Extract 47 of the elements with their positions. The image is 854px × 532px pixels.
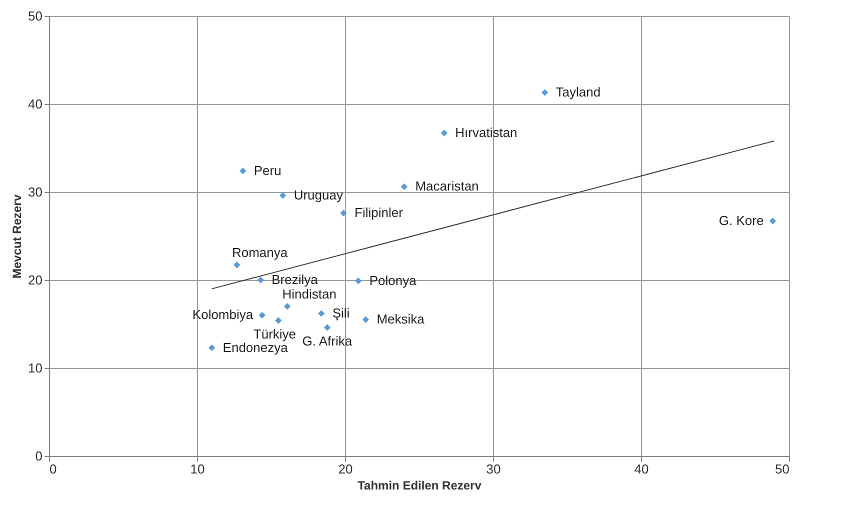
x-tick-label: 10 <box>190 462 205 476</box>
point <box>362 316 370 323</box>
annotation: Uruguay <box>294 188 344 203</box>
point <box>318 310 325 317</box>
annotation: Polonya <box>369 272 418 288</box>
y-tick-label: 30 <box>28 184 42 200</box>
point <box>258 312 266 319</box>
y-tick-label: 50 <box>28 8 42 24</box>
annotation: Kolombiya <box>192 307 254 322</box>
annotation: Filipinler <box>354 205 404 220</box>
point <box>354 278 362 284</box>
point <box>257 276 264 284</box>
x-axis-title: Tahmin Edilen Rezerv <box>358 478 482 492</box>
annotation: G. Kore <box>718 213 764 228</box>
annotation: Hindistan <box>282 286 336 302</box>
point <box>279 192 286 199</box>
point <box>340 210 347 216</box>
point <box>440 130 448 136</box>
point <box>208 344 216 352</box>
x-tick-label: 40 <box>634 462 649 476</box>
y-tick-label: 20 <box>28 272 42 288</box>
point <box>400 183 408 190</box>
annotation: Peru <box>254 162 282 178</box>
point <box>324 324 331 331</box>
y-axis-title: Mevcut Rezerv <box>10 194 24 279</box>
point <box>234 262 240 268</box>
point <box>541 89 548 96</box>
point <box>284 303 291 310</box>
x-tick-label: 50 <box>775 462 790 476</box>
annotation: Tayland <box>556 84 601 100</box>
annotation: Hırvatistan <box>455 125 518 140</box>
annotation: Şili <box>332 305 350 320</box>
x-tick-label: 0 <box>50 462 57 476</box>
y-tick-label: 10 <box>28 360 42 376</box>
annotation: Türkiye <box>253 326 296 342</box>
point <box>275 317 282 324</box>
annotation: Romanya <box>232 245 288 260</box>
annotation: Meksika <box>376 312 426 327</box>
x-tick-label: 30 <box>486 462 501 476</box>
annotation: Brezilya <box>272 272 319 287</box>
point <box>769 218 776 224</box>
point <box>240 168 246 174</box>
x-tick-label: 20 <box>338 462 353 476</box>
y-tick-label: 40 <box>28 96 42 112</box>
y-tick-label: 0 <box>35 448 42 464</box>
annotation: G. Afrika <box>302 334 353 349</box>
annotation: Macaristan <box>415 178 479 194</box>
